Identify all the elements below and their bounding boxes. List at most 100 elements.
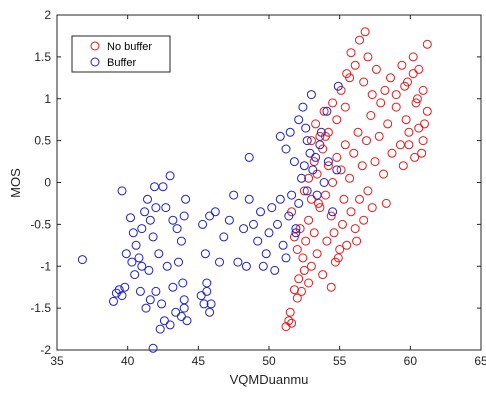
y-ticks: -2 -1.5 -1 -0.5 0 0.5 1 1.5 2	[30, 8, 481, 357]
buffer-point-1	[109, 296, 118, 306]
buffer-point-96	[302, 136, 312, 146]
no-buffer-point-2	[285, 307, 295, 317]
no-buffer-point-51	[332, 152, 342, 162]
legend-label-buffer: Buffer	[107, 57, 136, 69]
buffer-point-46	[150, 182, 159, 192]
buffer-point-11	[137, 224, 147, 234]
buffer-point-32	[168, 215, 178, 225]
buffer-point-108	[322, 106, 332, 116]
no-buffer-point-72	[379, 169, 388, 179]
no-buffer-point-11	[289, 232, 299, 242]
no-buffer-point-60	[342, 69, 352, 79]
legend-marker-no-buffer	[90, 41, 100, 51]
buffer-point-89	[308, 165, 318, 175]
no-buffer-point-55	[349, 148, 359, 158]
buffer-point-39	[162, 261, 172, 271]
no-buffer-point-86	[414, 64, 424, 74]
no-buffer-point-15	[301, 236, 311, 246]
buffer-point-31	[165, 171, 175, 181]
no-buffer-point-49	[367, 203, 377, 213]
no-buffer-point-31	[311, 119, 321, 129]
no-buffer-point-42	[338, 219, 347, 229]
buffer-point-27	[171, 307, 181, 317]
no-buffer-point-93	[414, 123, 424, 133]
buffer-point-106	[291, 228, 301, 238]
buffer-point-37	[178, 278, 188, 288]
no-buffer-point-73	[383, 119, 393, 129]
buffer-point-15	[145, 215, 155, 225]
no-buffer-point-57	[357, 161, 367, 171]
buffer-point-66	[241, 261, 251, 271]
no-buffer-point-14	[298, 253, 308, 263]
buffer-point-107	[316, 127, 326, 137]
y-tick-label-8: 2	[44, 8, 51, 22]
no-buffer-point-12	[292, 245, 302, 254]
no-buffer-point-62	[350, 60, 360, 70]
no-buffer-point-20	[299, 186, 309, 196]
no-buffer-point-64	[359, 77, 369, 87]
no-buffer-point-9	[304, 278, 314, 288]
buffer-point-8	[128, 228, 138, 238]
no-buffer-point-8	[299, 265, 309, 275]
no-buffer-point-78	[404, 127, 414, 137]
buffer-point-76	[270, 265, 280, 275]
buffer-point-72	[258, 261, 268, 271]
x-tick-label-6: 65	[474, 354, 486, 368]
no-buffer-point-25	[315, 203, 325, 213]
buffer-point-9	[131, 240, 141, 250]
no-buffer-point-56	[353, 127, 363, 137]
no-buffer-point-21	[304, 173, 314, 183]
buffer-point-80	[281, 253, 291, 263]
no-buffer-point-89	[412, 94, 422, 104]
no-buffer-point-53	[340, 140, 350, 150]
buffer-point-99	[315, 140, 325, 150]
no-buffer-point-108	[352, 236, 362, 246]
x-tick-label-0: 35	[50, 354, 64, 368]
no-buffer-point-102	[326, 282, 336, 292]
x-tick-label-2: 45	[192, 354, 206, 368]
no-buffer-point-109	[381, 198, 391, 208]
buffer-point-16	[148, 232, 158, 242]
buffer-point-63	[229, 190, 239, 200]
no-buffer-point-90	[398, 161, 408, 171]
buffer-point-47	[127, 257, 137, 267]
no-buffer-point-38	[340, 102, 350, 112]
buffer-point-77	[273, 219, 282, 229]
buffer-point-97	[306, 90, 316, 100]
buffer-point-49	[145, 295, 155, 305]
buffer-point-54	[206, 299, 216, 309]
y-tick-label-5: 0.5	[34, 134, 51, 148]
buffer-point-25	[159, 316, 169, 326]
no-buffer-point-80	[380, 85, 390, 95]
buffer-point-7	[126, 213, 135, 223]
buffer-point-101	[323, 157, 333, 167]
no-buffer-point-83	[397, 60, 407, 70]
no-buffer-point-54	[345, 173, 355, 183]
buffer-point-102	[328, 207, 338, 217]
no-buffer-point-92	[410, 152, 420, 162]
no-buffer-point-6	[294, 274, 304, 284]
no-buffer-point-17	[306, 261, 316, 271]
buffer-point-10	[134, 253, 144, 263]
no-buffer-point-52	[336, 165, 346, 175]
no-buffer-point-94	[418, 136, 428, 146]
no-buffer-point-22	[306, 194, 316, 204]
x-tick-label-3: 50	[262, 354, 276, 368]
y-tick-label-3: -0.5	[30, 217, 51, 231]
buffer-point-58	[205, 211, 215, 221]
buffer-point-6	[117, 186, 127, 196]
buffer-point-75	[267, 203, 277, 213]
x-tick-label-5: 60	[404, 354, 418, 368]
buffer-point-73	[261, 249, 271, 259]
buffer-point-23	[148, 343, 158, 353]
buffer-point-105	[301, 123, 311, 133]
buffer-point-84	[294, 198, 304, 208]
no-buffer-point-3	[287, 318, 297, 328]
buffer-point-36	[174, 257, 183, 267]
no-buffer-point-1	[284, 316, 294, 326]
buffer-point-94	[294, 115, 304, 125]
buffer-point-60	[215, 257, 224, 267]
legend-marker-buffer	[90, 57, 100, 67]
buffer-point-26	[165, 320, 175, 330]
